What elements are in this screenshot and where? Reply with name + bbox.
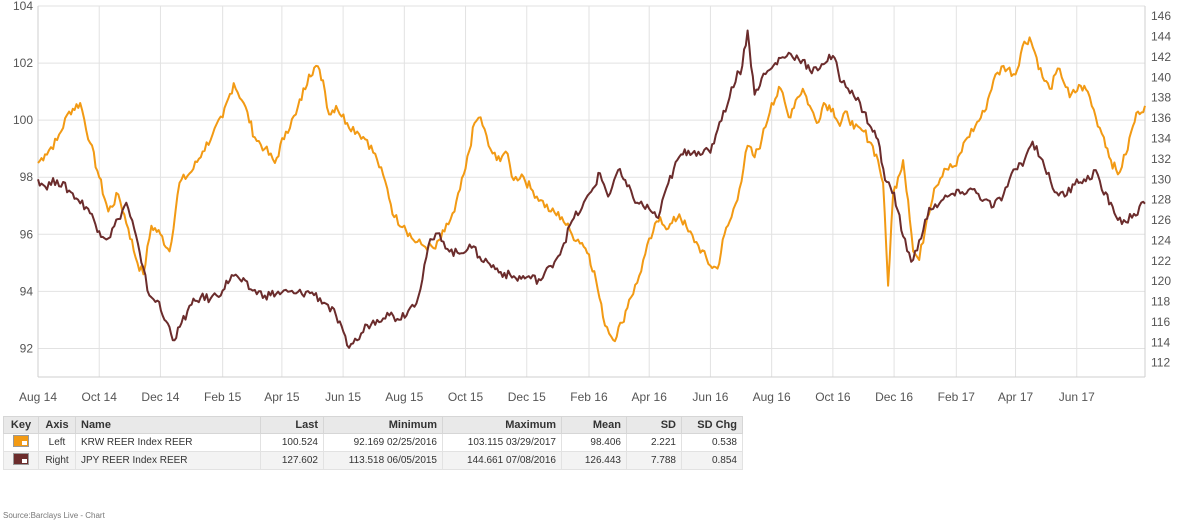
minimum-cell: 113.518 06/05/2015 bbox=[323, 451, 443, 470]
mean-cell: 126.443 bbox=[561, 451, 627, 470]
key-cell bbox=[3, 451, 39, 470]
krw-series-line bbox=[37, 36, 1146, 343]
left-y-axis: 92 94 96 98 100 102 104 bbox=[13, 0, 33, 355]
sd-cell: 2.221 bbox=[626, 433, 682, 452]
right-tick-label: 130 bbox=[1151, 172, 1171, 186]
col-header-sd: SD bbox=[626, 416, 682, 434]
x-tick-label: Aug 16 bbox=[753, 390, 791, 404]
left-tick-label: 102 bbox=[13, 56, 33, 70]
last-cell: 127.602 bbox=[260, 451, 324, 470]
right-tick-label: 142 bbox=[1151, 50, 1171, 64]
x-tick-label: Dec 14 bbox=[141, 390, 179, 404]
series-lines bbox=[37, 29, 1146, 349]
right-tick-label: 118 bbox=[1151, 295, 1170, 309]
right-tick-label: 124 bbox=[1151, 233, 1171, 247]
x-tick-label: Aug 14 bbox=[19, 390, 57, 404]
x-tick-label: Apr 15 bbox=[264, 390, 300, 404]
series-color-swatch bbox=[13, 453, 29, 465]
table-row: Left KRW REER Index REER 100.524 92.169 … bbox=[3, 433, 743, 452]
col-header-sd-chg: SD Chg bbox=[681, 416, 743, 434]
right-tick-label: 136 bbox=[1151, 111, 1171, 125]
axis-cell: Right bbox=[38, 451, 76, 470]
col-header-mean: Mean bbox=[561, 416, 627, 434]
mean-cell: 98.406 bbox=[561, 433, 627, 452]
maximum-cell: 144.661 07/08/2016 bbox=[442, 451, 562, 470]
left-tick-label: 92 bbox=[20, 341, 34, 355]
series-color-swatch bbox=[13, 435, 29, 447]
right-tick-label: 144 bbox=[1151, 30, 1171, 44]
source-note: Source:Barclays Live - Chart bbox=[3, 511, 105, 520]
left-tick-label: 100 bbox=[13, 113, 33, 127]
left-tick-label: 94 bbox=[20, 284, 34, 298]
col-header-name: Name bbox=[75, 416, 261, 434]
x-tick-label: Dec 16 bbox=[875, 390, 913, 404]
sd-chg-cell: 0.538 bbox=[681, 433, 743, 452]
right-tick-label: 116 bbox=[1151, 315, 1170, 329]
right-tick-label: 112 bbox=[1151, 356, 1170, 370]
table-row: Right JPY REER Index REER 127.602 113.51… bbox=[3, 451, 743, 470]
right-y-axis: 112 114 116 118 120 122 124 126 128 130 132 134 136 1… bbox=[1151, 9, 1171, 370]
col-header-maximum: Maximum bbox=[442, 416, 562, 434]
col-header-minimum: Minimum bbox=[323, 416, 443, 434]
x-tick-label: Feb 15 bbox=[204, 390, 242, 404]
x-tick-label: Feb 17 bbox=[938, 390, 976, 404]
right-tick-label: 114 bbox=[1151, 335, 1170, 349]
last-cell: 100.524 bbox=[260, 433, 324, 452]
right-tick-label: 122 bbox=[1151, 254, 1171, 268]
x-tick-label: Apr 16 bbox=[632, 390, 668, 404]
col-header-last: Last bbox=[260, 416, 324, 434]
col-header-axis: Axis bbox=[38, 416, 76, 434]
maximum-cell: 103.115 03/29/2017 bbox=[442, 433, 562, 452]
x-axis: Aug 14 Oct 14 Dec 14 Feb 15 Apr 15 Jun 15 Aug … bbox=[19, 390, 1095, 404]
x-tick-label: Aug 15 bbox=[385, 390, 423, 404]
x-tick-label: Oct 15 bbox=[448, 390, 484, 404]
jpy-series-line bbox=[37, 29, 1146, 349]
sd-chg-cell: 0.854 bbox=[681, 451, 743, 470]
key-cell bbox=[3, 433, 39, 452]
right-tick-label: 132 bbox=[1151, 152, 1171, 166]
x-tick-label: Apr 17 bbox=[998, 390, 1034, 404]
x-tick-label: Jun 16 bbox=[692, 390, 728, 404]
minimum-cell: 92.169 02/25/2016 bbox=[323, 433, 443, 452]
right-tick-label: 128 bbox=[1151, 193, 1171, 207]
name-cell: JPY REER Index REER bbox=[75, 451, 261, 470]
right-tick-label: 126 bbox=[1151, 213, 1171, 227]
left-tick-label: 98 bbox=[20, 170, 34, 184]
left-tick-label: 96 bbox=[20, 227, 34, 241]
right-tick-label: 134 bbox=[1151, 132, 1171, 146]
x-tick-label: Jun 15 bbox=[325, 390, 361, 404]
x-tick-label: Oct 14 bbox=[82, 390, 118, 404]
statistics-table: Key Axis Name Last Minimum Maximum Mean … bbox=[3, 416, 743, 470]
col-header-key: Key bbox=[3, 416, 39, 434]
right-tick-label: 138 bbox=[1151, 91, 1171, 105]
x-tick-label: Dec 15 bbox=[508, 390, 546, 404]
right-tick-label: 140 bbox=[1151, 70, 1171, 84]
name-cell: KRW REER Index REER bbox=[75, 433, 261, 452]
x-tick-label: Jun 17 bbox=[1059, 390, 1095, 404]
axis-cell: Left bbox=[38, 433, 76, 452]
x-tick-label: Feb 16 bbox=[570, 390, 608, 404]
table-header-row: Key Axis Name Last Minimum Maximum Mean … bbox=[3, 416, 743, 434]
left-tick-label: 104 bbox=[13, 0, 33, 13]
right-tick-label: 120 bbox=[1151, 274, 1171, 288]
sd-cell: 7.788 bbox=[626, 451, 682, 470]
x-tick-label: Oct 16 bbox=[815, 390, 851, 404]
right-tick-label: 146 bbox=[1151, 9, 1171, 23]
